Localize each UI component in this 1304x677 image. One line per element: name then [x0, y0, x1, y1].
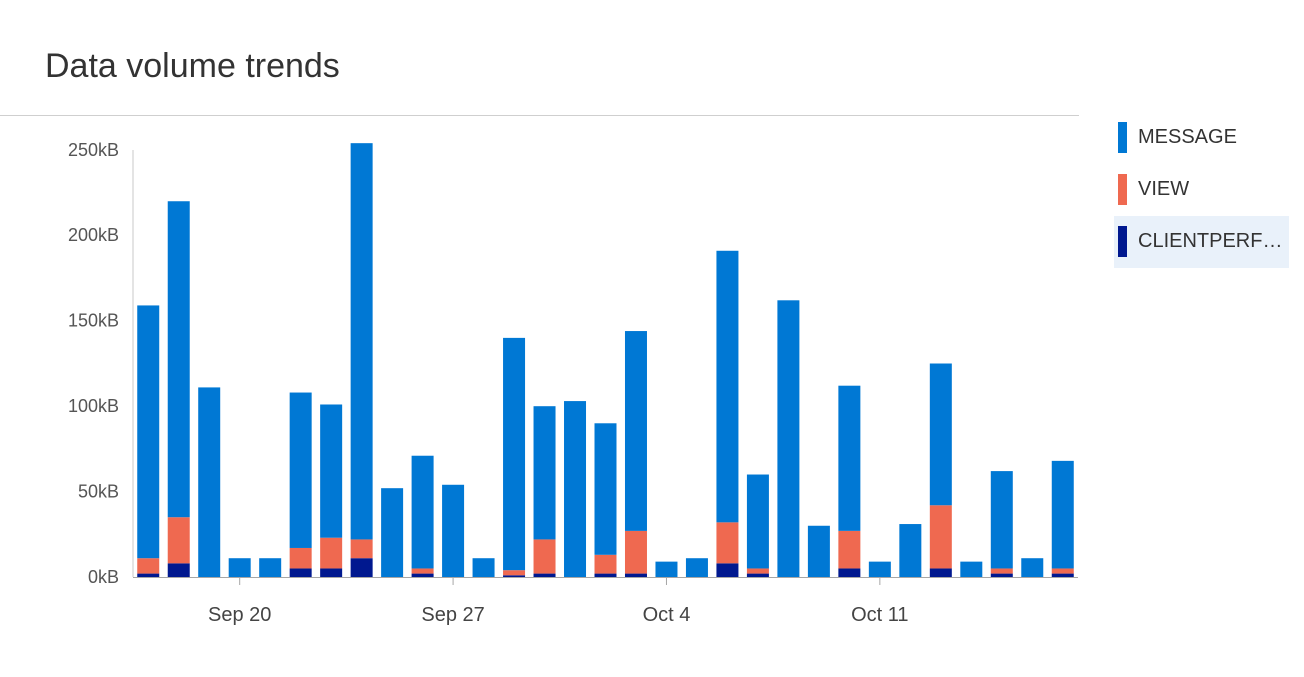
- y-axis: 0kB 50kB 100kB 150kB 200kB 250kB: [68, 140, 134, 587]
- bar-segment-message: [685, 558, 708, 577]
- bar-segment-clientperformance: [167, 563, 190, 577]
- legend-item-clientperformance[interactable]: CLIENTPERFO...: [1114, 216, 1289, 268]
- bar-segment-message: [655, 561, 678, 577]
- bar-segment-view: [624, 530, 647, 574]
- bar-segment-message: [228, 558, 251, 577]
- bar-segment-view: [716, 522, 739, 564]
- bar-segment-message: [533, 406, 556, 540]
- stacked-bar-chart: 0kB 50kB 100kB 150kB 200kB 250kB Sep 20 Sep 27…: [68, 140, 1078, 626]
- bar-segment-view: [137, 558, 160, 574]
- bar-segment-message: [716, 250, 739, 523]
- bar-segment-view: [594, 554, 617, 574]
- bar-segment-message: [137, 305, 160, 559]
- bar-segment-view: [929, 505, 952, 569]
- bar-segment-message: [746, 474, 769, 569]
- legend-label-clientperformance: CLIENTPERFO...: [1138, 230, 1288, 252]
- bar-segment-message: [899, 524, 922, 577]
- bar-segment-message: [807, 525, 830, 577]
- bar-segment-message: [381, 488, 404, 577]
- bar-segment-message: [442, 484, 465, 577]
- bar-segment-message: [564, 401, 587, 577]
- bar-segment-view: [503, 570, 526, 576]
- bar-segment-view: [838, 530, 861, 569]
- bar-segment-message: [259, 558, 282, 577]
- bar-segment-clientperformance: [289, 568, 312, 577]
- bar-segment-clientperformance: [929, 568, 952, 577]
- chart-title: Data volume trends: [45, 47, 340, 85]
- bar-segment-view: [533, 539, 556, 574]
- bar-segment-message: [503, 337, 526, 571]
- bar-segment-clientperformance: [411, 573, 434, 577]
- x-tick-label: Oct 4: [643, 604, 691, 626]
- bar-segment-view: [320, 537, 343, 569]
- bar-segment-view: [167, 517, 190, 564]
- bar-segment-message: [960, 561, 983, 577]
- bar-segment-clientperformance: [320, 568, 343, 577]
- legend-item-message[interactable]: MESSAGE: [1114, 112, 1289, 164]
- x-tick-label: Oct 11: [851, 604, 908, 626]
- bar-segment-clientperformance: [746, 573, 769, 577]
- bar-segment-message: [990, 471, 1013, 569]
- bar-segment-clientperformance: [990, 573, 1013, 577]
- bar-segment-clientperformance: [350, 558, 373, 577]
- bar-segment-message: [838, 385, 861, 531]
- y-tick-label: 250kB: [68, 140, 119, 160]
- bar-segment-view: [350, 539, 373, 559]
- y-tick-label: 50kB: [78, 481, 119, 501]
- bar-segment-message: [289, 392, 312, 548]
- bar-segment-message: [777, 300, 800, 577]
- bar-segment-clientperformance: [503, 575, 526, 577]
- bar-segment-view: [1051, 568, 1074, 574]
- bar-segment-clientperformance: [838, 568, 861, 577]
- legend-label-message: MESSAGE: [1138, 126, 1237, 148]
- bar-segment-message: [472, 558, 495, 577]
- bar-segment-clientperformance: [716, 563, 739, 577]
- bar-segment-message: [1051, 460, 1074, 569]
- bar-segment-message: [624, 331, 647, 531]
- bar-segment-message: [929, 363, 952, 506]
- legend-swatch-view: [1118, 174, 1127, 205]
- x-tick-label: Sep 20: [208, 604, 271, 626]
- title-divider: [0, 115, 1079, 116]
- bar-segment-message: [350, 143, 373, 540]
- bar-segment-message: [1021, 558, 1044, 577]
- y-tick-label: 200kB: [68, 225, 119, 245]
- bar-segment-message: [167, 201, 190, 518]
- chart-legend: MESSAGE VIEW CLIENTPERFO...: [1114, 112, 1289, 268]
- bars-group: [137, 143, 1074, 577]
- bar-segment-message: [198, 387, 221, 577]
- bar-segment-view: [289, 547, 312, 569]
- legend-label-view: VIEW: [1138, 178, 1190, 200]
- bar-segment-message: [868, 561, 891, 577]
- bar-segment-message: [411, 455, 434, 569]
- x-axis: Sep 20 Sep 27 Oct 4 Oct 11: [133, 577, 1078, 626]
- legend-swatch-clientperformance: [1118, 226, 1127, 257]
- y-tick-label: 100kB: [68, 396, 119, 416]
- bar-segment-clientperformance: [594, 573, 617, 577]
- bar-segment-clientperformance: [624, 573, 647, 577]
- bar-segment-clientperformance: [137, 573, 160, 577]
- legend-item-view[interactable]: VIEW: [1114, 164, 1289, 216]
- bar-segment-clientperformance: [533, 573, 556, 577]
- y-tick-label: 0kB: [88, 567, 119, 587]
- bar-segment-clientperformance: [1051, 573, 1074, 577]
- bar-segment-view: [746, 568, 769, 574]
- x-tick-label: Sep 27: [421, 604, 484, 626]
- y-tick-label: 150kB: [68, 311, 119, 331]
- bar-segment-view: [990, 568, 1013, 574]
- bar-segment-message: [594, 423, 617, 555]
- bar-segment-message: [320, 404, 343, 538]
- legend-swatch-message: [1118, 122, 1127, 153]
- bar-segment-view: [411, 568, 434, 574]
